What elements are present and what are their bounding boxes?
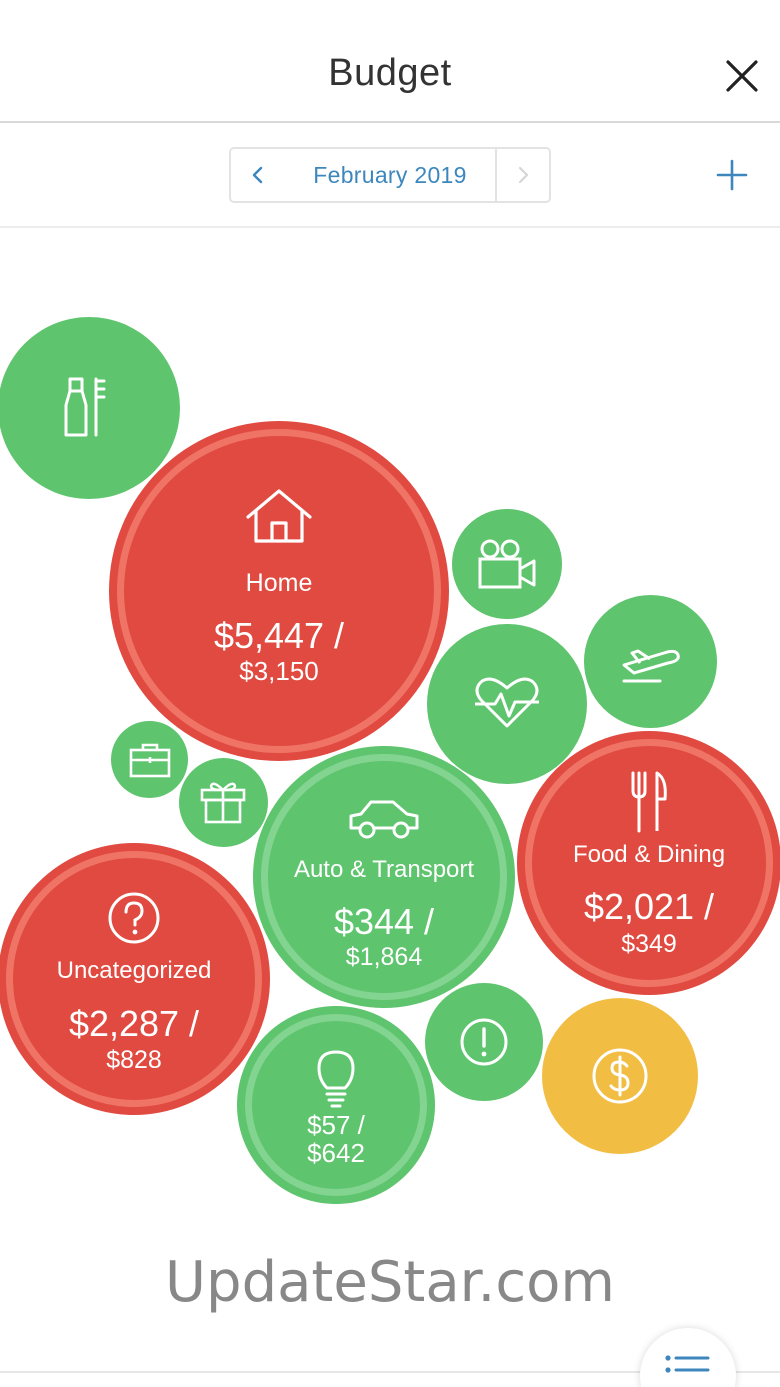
home-progress-ring: [117, 429, 441, 753]
list-icon: [665, 1355, 710, 1373]
auto-budget: $1,864: [345, 943, 423, 971]
dollar-icon: [592, 1048, 648, 1104]
utilities-budget: $642: [307, 1138, 365, 1168]
question-icon: [108, 892, 160, 944]
entertainment-bubble[interactable]: [452, 509, 562, 619]
watermark: UpdateStar.com: [165, 1250, 615, 1315]
chevron-left-icon: [252, 166, 263, 184]
food-progress-ring: [525, 739, 773, 987]
uncategorized-spent: $2,287 /: [68, 1003, 200, 1044]
month-bar: February 2019: [0, 125, 780, 228]
business-bubble[interactable]: [111, 721, 188, 798]
auto-spent: $344 /: [333, 901, 435, 942]
plus-icon[interactable]: [716, 159, 748, 191]
car-icon: [349, 800, 419, 839]
uncategorized-progress-ring: [6, 851, 262, 1107]
auto-transport-bubble[interactable]: Auto & Transport $344 / $1,864: [253, 746, 515, 1008]
lightbulb-icon: [317, 1050, 355, 1108]
close-icon[interactable]: [722, 56, 762, 96]
next-month-button: [495, 147, 551, 203]
month-label-box: February 2019: [285, 147, 497, 203]
fork-knife-icon: [631, 771, 667, 833]
video-camera-icon: [478, 539, 536, 589]
chevron-right-icon: [518, 166, 529, 184]
food-dining-bubble[interactable]: Food & Dining $2,021 / $349: [517, 731, 780, 995]
fees-bubble[interactable]: [425, 983, 543, 1101]
house-icon: [246, 489, 312, 543]
utilities-progress-ring: [245, 1014, 427, 1196]
food-label: Food & Dining: [572, 841, 726, 868]
food-spent: $2,021 /: [583, 886, 715, 927]
home-label: Home: [245, 569, 313, 597]
bottom-divider: [0, 1371, 780, 1373]
home-bubble[interactable]: Home $5,447 / $3,150: [109, 421, 449, 761]
briefcase-icon: [129, 743, 171, 778]
exclamation-icon: [460, 1018, 508, 1066]
home-budget: $3,150: [239, 656, 319, 686]
heartbeat-icon: [475, 677, 539, 728]
gifts-bubble[interactable]: [179, 758, 268, 847]
food-budget: $349: [621, 930, 677, 958]
health-bubble[interactable]: [427, 624, 587, 784]
airplane-icon: [622, 649, 680, 683]
travel-bubble[interactable]: [584, 595, 717, 728]
uncategorized-bubble[interactable]: Uncategorized $2,287 / $828: [0, 843, 270, 1115]
uncategorized-budget: $828: [106, 1046, 162, 1074]
gift-icon: [200, 782, 246, 824]
list-view-button[interactable]: [640, 1328, 736, 1387]
uncategorized-label: Uncategorized: [56, 957, 212, 984]
income-bubble[interactable]: [542, 998, 698, 1154]
personal-care-bubble[interactable]: [0, 317, 180, 499]
home-spent: $5,447 /: [213, 615, 345, 656]
header: Budget: [0, 0, 780, 123]
auto-label: Auto & Transport: [293, 856, 475, 883]
utilities-bubble[interactable]: $57 / $642: [237, 1006, 435, 1204]
previous-month-button[interactable]: [229, 147, 287, 203]
month-label: February 2019: [313, 162, 467, 188]
auto-progress-ring: [261, 754, 507, 1000]
utilities-spent: $57 /: [307, 1110, 365, 1140]
page-title: Budget: [328, 52, 452, 94]
toothbrush-icon: [64, 377, 106, 437]
